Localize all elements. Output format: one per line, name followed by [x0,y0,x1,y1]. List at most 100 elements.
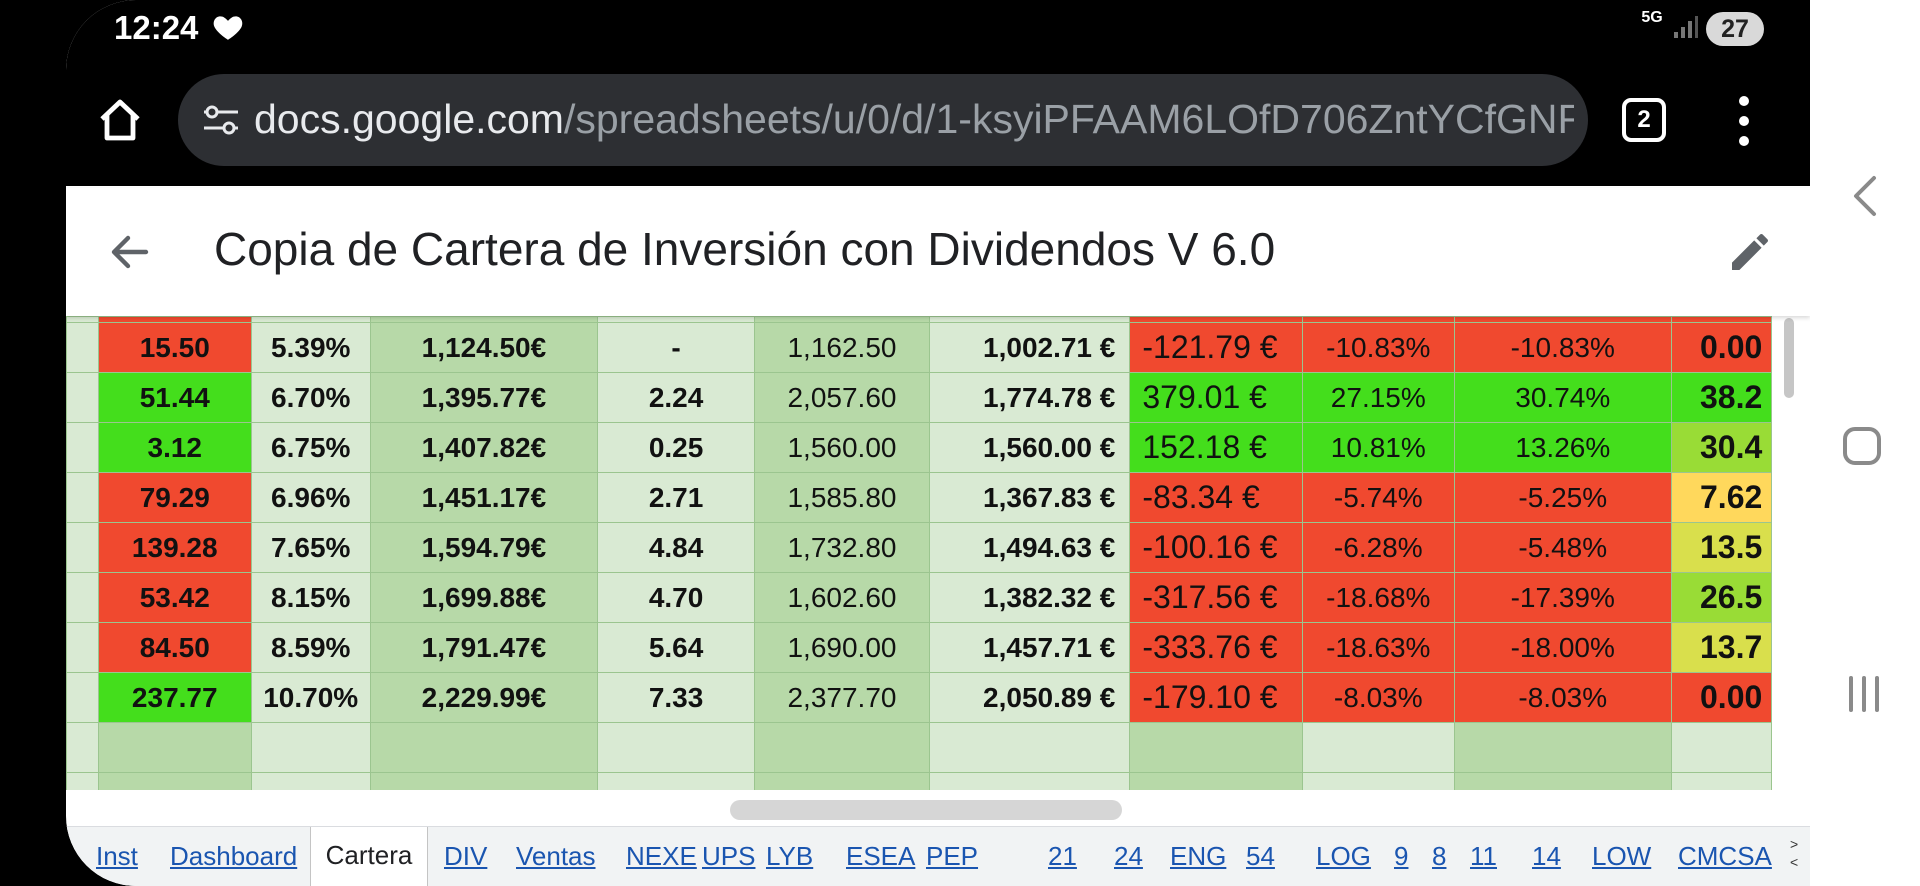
cell[interactable]: -5.25% [1453,472,1672,523]
back-icon[interactable] [106,228,154,276]
cell[interactable]: 13.7 [1671,622,1772,673]
cell[interactable]: 1,124.50€ [369,322,599,373]
cell[interactable]: 10.70% [250,672,371,723]
cell[interactable]: 139.28 [97,522,252,573]
cell[interactable]: 1,699.88€ [369,572,599,623]
cell[interactable]: 27.15% [1302,372,1455,423]
sheet-tab[interactable]: Ventas [516,841,596,871]
cell[interactable]: -179.10 € [1129,672,1304,723]
cell[interactable]: -10.83% [1302,322,1455,373]
cell[interactable]: - [597,322,755,373]
cell[interactable] [369,722,599,773]
spreadsheet-grid[interactable]: 15.50 5.39% 1,124.50€ -1,162.50 1,002.71 € -1… [66,316,1772,790]
tabs-scroll-arrows-icon[interactable]: > < [1790,836,1799,870]
cell[interactable]: -18.00% [1453,622,1672,673]
cell[interactable]: 51.44 [97,372,252,423]
nav-back-icon[interactable] [1850,174,1882,218]
cell[interactable]: -333.76 € [1129,622,1304,673]
cell[interactable]: 2,057.60 [753,372,931,423]
cell[interactable]: -121.79 € [1129,322,1304,373]
row-edge-cell[interactable] [66,672,99,723]
sheet-tab[interactable]: DIV [444,841,488,871]
sheet-tab[interactable]: ENG [1170,841,1227,871]
sheet-tab[interactable]: 8 [1432,841,1447,871]
tab-switcher-button[interactable]: 2 [1622,98,1666,142]
cell[interactable]: 1,367.83 € [929,472,1131,523]
cell[interactable] [66,722,99,773]
cell[interactable]: 30.74% [1453,372,1672,423]
cell[interactable]: 1,451.17€ [369,472,599,523]
cell[interactable]: 1,494.63 € [929,522,1131,573]
cell[interactable]: -8.03% [1302,672,1455,723]
cell[interactable]: 1,560.00 € [929,422,1131,473]
cell[interactable]: 4.70 [597,572,755,623]
cell[interactable]: 3.12 [97,422,252,473]
cell[interactable]: 0.00 [1671,322,1772,373]
cell[interactable] [97,722,252,773]
cell[interactable]: 5.39% [250,322,371,373]
sheet-tab[interactable]: 14 [1532,841,1561,871]
cell[interactable] [1671,772,1772,790]
cell[interactable] [1671,722,1772,773]
cell[interactable] [1129,772,1304,790]
cell[interactable]: 79.29 [97,472,252,523]
row-edge-cell[interactable] [66,322,99,373]
cell[interactable] [369,772,599,790]
cell[interactable] [597,722,755,773]
cell[interactable] [1453,772,1672,790]
cell[interactable]: 1,382.32 € [929,572,1131,623]
cell[interactable] [250,772,371,790]
nav-home-icon[interactable] [1843,427,1881,465]
sheet-tab[interactable]: NEXE [626,841,697,871]
cell[interactable]: -18.68% [1302,572,1455,623]
cell[interactable]: -5.48% [1453,522,1672,573]
cell[interactable]: 379.01 € [1129,372,1304,423]
vertical-scrollbar[interactable] [1784,318,1794,398]
cell[interactable] [1129,722,1304,773]
sheet-tab[interactable]: 9 [1394,841,1409,871]
cell[interactable]: 1,602.60 [753,572,931,623]
cell[interactable]: 8.15% [250,572,371,623]
cell[interactable]: 1,002.71 € [929,322,1131,373]
cell[interactable]: 1,791.47€ [369,622,599,673]
cell[interactable]: 152.18 € [1129,422,1304,473]
cell[interactable] [97,772,252,790]
cell[interactable] [1302,722,1455,773]
menu-icon[interactable] [1736,94,1752,148]
nav-recents-icon[interactable] [1846,674,1882,714]
cell[interactable]: 1,407.82€ [369,422,599,473]
cell[interactable] [1302,772,1455,790]
cell[interactable]: 7.65% [250,522,371,573]
cell[interactable]: 7.33 [597,672,755,723]
horizontal-scrollbar[interactable] [730,800,1122,820]
sheet-tab[interactable]: LYB [766,841,814,871]
sheet-tab[interactable]: Inst [96,841,138,871]
address-bar[interactable]: docs.google.com/spreadsheets/u/0/d/1-ksy… [178,74,1588,166]
cell[interactable]: 30.4 [1671,422,1772,473]
cell[interactable]: 84.50 [97,622,252,673]
cell[interactable]: 1,560.00 [753,422,931,473]
cell[interactable]: 8.59% [250,622,371,673]
cell[interactable]: 2,229.99€ [369,672,599,723]
cell[interactable]: 6.70% [250,372,371,423]
cell[interactable]: 10.81% [1302,422,1455,473]
sheet-tab[interactable]: LOW [1592,841,1652,871]
cell[interactable] [597,772,755,790]
sheet-tab[interactable]: CMCSA [1678,841,1772,871]
cell[interactable]: 2.24 [597,372,755,423]
cell[interactable]: 7.62 [1671,472,1772,523]
cell[interactable]: -83.34 € [1129,472,1304,523]
cell[interactable]: 1,774.78 € [929,372,1131,423]
sheet-tab[interactable]: LOG [1316,841,1371,871]
cell[interactable]: -6.28% [1302,522,1455,573]
cell[interactable]: 1,690.00 [753,622,931,673]
cell[interactable] [753,722,931,773]
cell[interactable]: 237.77 [97,672,252,723]
cell[interactable] [929,772,1131,790]
cell[interactable]: 26.5 [1671,572,1772,623]
edit-icon[interactable] [1726,228,1774,276]
sheet-tab[interactable]: 54 [1246,841,1275,871]
cell[interactable]: 1,457.71 € [929,622,1131,673]
row-edge-cell[interactable] [66,522,99,573]
cell[interactable]: 2,050.89 € [929,672,1131,723]
